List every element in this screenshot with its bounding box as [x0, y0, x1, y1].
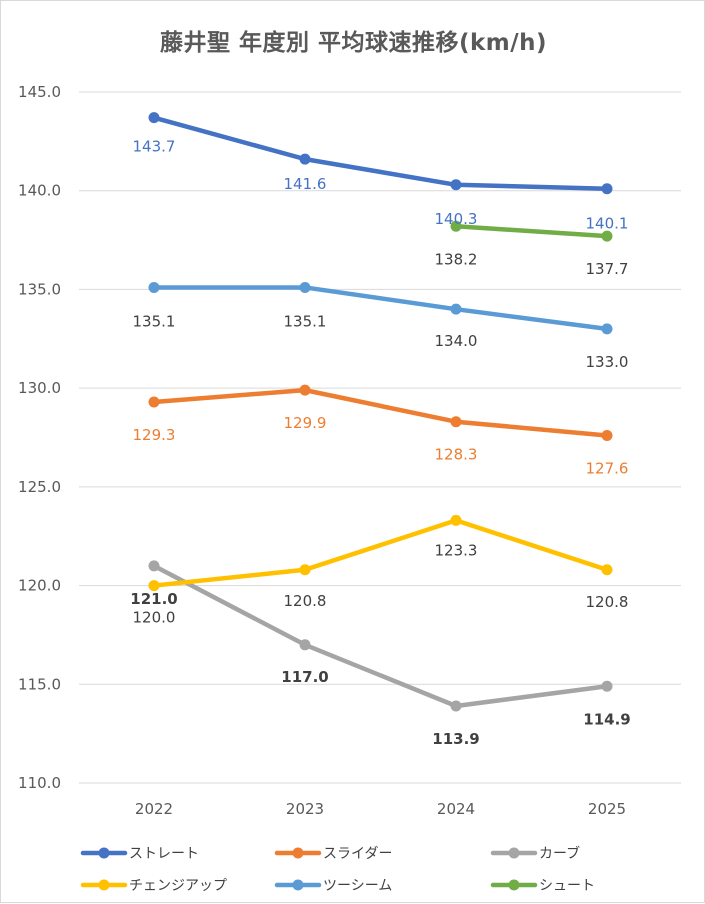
data-label: 120.8 — [284, 592, 327, 610]
data-label: 137.7 — [586, 260, 629, 278]
x-axis-ticks: 2022 2023 2024 2025 — [135, 800, 626, 818]
series-line — [151, 387, 610, 438]
y-tick-label: 110.0 — [18, 774, 61, 792]
series-lines — [148, 112, 613, 712]
data-label: 135.1 — [284, 312, 327, 330]
y-tick-label: 115.0 — [18, 675, 61, 693]
data-point — [148, 560, 160, 572]
data-point — [601, 323, 613, 335]
data-point — [450, 220, 462, 232]
data-point — [299, 564, 311, 576]
data-point — [450, 303, 462, 315]
legend-marker — [292, 879, 304, 891]
data-label: 138.2 — [435, 250, 478, 268]
y-tick-label: 140.0 — [18, 182, 61, 200]
data-point — [299, 384, 311, 396]
legend-item: ツーシーム — [274, 878, 392, 894]
data-label: 141.6 — [284, 175, 327, 193]
data-point — [299, 281, 311, 293]
series-5 — [148, 281, 613, 335]
data-label: 129.9 — [284, 414, 327, 432]
data-point — [450, 514, 462, 526]
x-tick-label: 2024 — [437, 800, 475, 818]
series-line — [453, 224, 610, 239]
legend-marker — [98, 847, 110, 859]
series-1 — [148, 112, 613, 195]
legend-item: スライダー — [274, 846, 392, 862]
series-6 — [450, 220, 613, 242]
legend-label: チェンジアップ — [129, 878, 227, 894]
series-line — [151, 518, 610, 588]
series-line — [151, 563, 610, 709]
data-point — [601, 564, 613, 576]
legend-marker — [98, 879, 110, 891]
data-point — [601, 680, 613, 692]
legend-item: カーブ — [490, 845, 580, 862]
y-tick-label: 145.0 — [18, 83, 61, 101]
series-4 — [148, 514, 613, 592]
data-label: 120.0 — [133, 609, 176, 627]
legend-marker — [508, 847, 520, 859]
legend-label: シュート — [539, 878, 595, 894]
series-3 — [148, 560, 613, 712]
legend-label: ストレート — [129, 846, 199, 862]
legend-label: スライダー — [323, 846, 392, 862]
series-line — [151, 115, 610, 191]
data-point — [450, 416, 462, 428]
data-label: 128.3 — [435, 446, 478, 464]
legend-marker — [508, 879, 520, 891]
y-tick-label: 130.0 — [18, 379, 61, 397]
data-label: 143.7 — [133, 138, 176, 156]
data-label: 140.3 — [435, 210, 478, 228]
legend-item: チェンジアップ — [80, 878, 227, 894]
data-label: 117.0 — [281, 668, 328, 686]
data-label: 129.3 — [133, 426, 176, 444]
legend-label: カーブ — [539, 845, 580, 862]
data-point — [601, 230, 613, 242]
data-label: 135.1 — [133, 312, 176, 330]
data-label: 114.9 — [583, 710, 630, 728]
data-point — [601, 430, 613, 442]
data-label: 134.0 — [435, 332, 478, 350]
x-tick-label: 2022 — [135, 800, 173, 818]
chart-title: 藤井聖 年度別 平均球速推移(km/h) — [159, 30, 548, 56]
data-point — [299, 153, 311, 165]
legend-item: ストレート — [80, 846, 199, 862]
data-point — [148, 396, 160, 408]
data-label: 127.6 — [586, 460, 629, 478]
data-label: 113.9 — [432, 730, 479, 748]
data-point — [148, 580, 160, 592]
data-label: 121.0 — [130, 590, 177, 608]
data-point — [299, 639, 311, 651]
data-label: 120.8 — [586, 593, 629, 611]
legend-item: シュート — [490, 878, 595, 894]
data-point — [450, 179, 462, 191]
y-tick-label: 125.0 — [18, 478, 61, 496]
y-tick-label: 135.0 — [18, 280, 61, 298]
x-tick-label: 2025 — [588, 800, 626, 818]
x-tick-label: 2023 — [286, 800, 324, 818]
y-tick-label: 120.0 — [18, 577, 61, 595]
data-labels: 143.7 141.6 140.3 140.1 129.3 129.9 128.3 127.6… — [130, 138, 630, 748]
data-point — [450, 700, 462, 712]
legend-marker — [292, 847, 304, 859]
legend-label: ツーシーム — [323, 878, 392, 894]
data-label: 133.0 — [586, 353, 629, 371]
y-axis-ticks: 145.0 140.0 135.0 130.0 125.0 120.0 115.0 110.0 — [18, 83, 61, 792]
data-label: 140.1 — [586, 215, 629, 233]
data-point — [148, 281, 160, 293]
series-2 — [148, 384, 613, 442]
data-point — [148, 112, 160, 124]
data-label: 123.3 — [435, 541, 478, 559]
series-line — [151, 285, 610, 332]
data-point — [601, 183, 613, 195]
